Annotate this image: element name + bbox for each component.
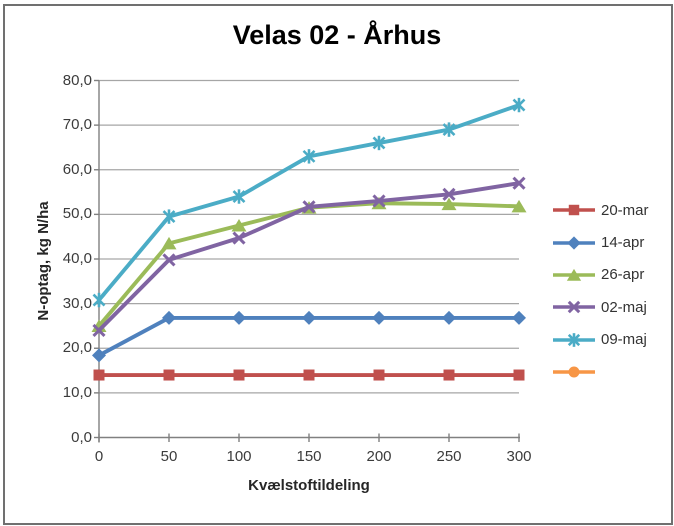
series-14-apr: [92, 310, 526, 363]
legend-label: 02-maj: [601, 298, 647, 316]
series-02-maj: [92, 176, 526, 337]
legend-label: 14-apr: [601, 234, 645, 252]
legend-label: 09-maj: [601, 331, 647, 349]
y-tick-label: 40,0: [62, 250, 92, 267]
x-tick-label: 150: [296, 448, 322, 465]
legend-marker-circle-icon: [552, 362, 598, 382]
y-tick-label: 50,0: [62, 205, 92, 223]
legend-label: 26-apr: [601, 266, 645, 284]
x-tick-label: 100: [226, 448, 252, 465]
legend-marker-asterisk-icon: [552, 330, 598, 350]
x-tick-label: 50: [160, 448, 178, 465]
chart-title: Velas 02 - Århus: [232, 20, 442, 50]
x-tick-label: 0: [94, 448, 104, 465]
legend-label: 20-mar: [601, 201, 649, 219]
x-tick-label: 250: [436, 448, 462, 465]
series-09-maj: [92, 97, 526, 308]
legend-marker-x-icon: [552, 297, 598, 317]
legend-item-blank: [552, 356, 649, 388]
legend: 20-mar 14-apr 26-apr 02-maj 09-maj: [552, 194, 649, 388]
x-tick-label: 200: [366, 448, 392, 465]
legend-marker-triangle-icon: [552, 265, 598, 285]
legend-item-14-apr: 14-apr: [552, 226, 649, 258]
legend-marker-square-icon: [552, 200, 598, 220]
axes: [94, 79, 520, 443]
x-axis-title: Kvælstoftildeling: [248, 477, 370, 494]
y-tick-label: 10,0: [62, 383, 92, 401]
y-tick-label: 0,0: [71, 428, 92, 446]
legend-item-09-maj: 09-maj: [552, 324, 649, 356]
y-tick-label: 20,0: [62, 339, 92, 357]
legend-item-26-apr: 26-apr: [552, 259, 649, 291]
y-tick-label: 30,0: [62, 294, 92, 312]
legend-marker-diamond-icon: [552, 233, 598, 253]
legend-item-20-mar: 20-mar: [552, 194, 649, 226]
legend-item-02-maj: 02-maj: [552, 291, 649, 323]
y-tick-label: 60,0: [62, 160, 92, 178]
y-tick-label: 70,0: [62, 116, 92, 134]
y-tick-label: 80,0: [62, 71, 92, 89]
series-20-mar: [93, 369, 525, 381]
x-tick-label: 300: [506, 448, 532, 465]
